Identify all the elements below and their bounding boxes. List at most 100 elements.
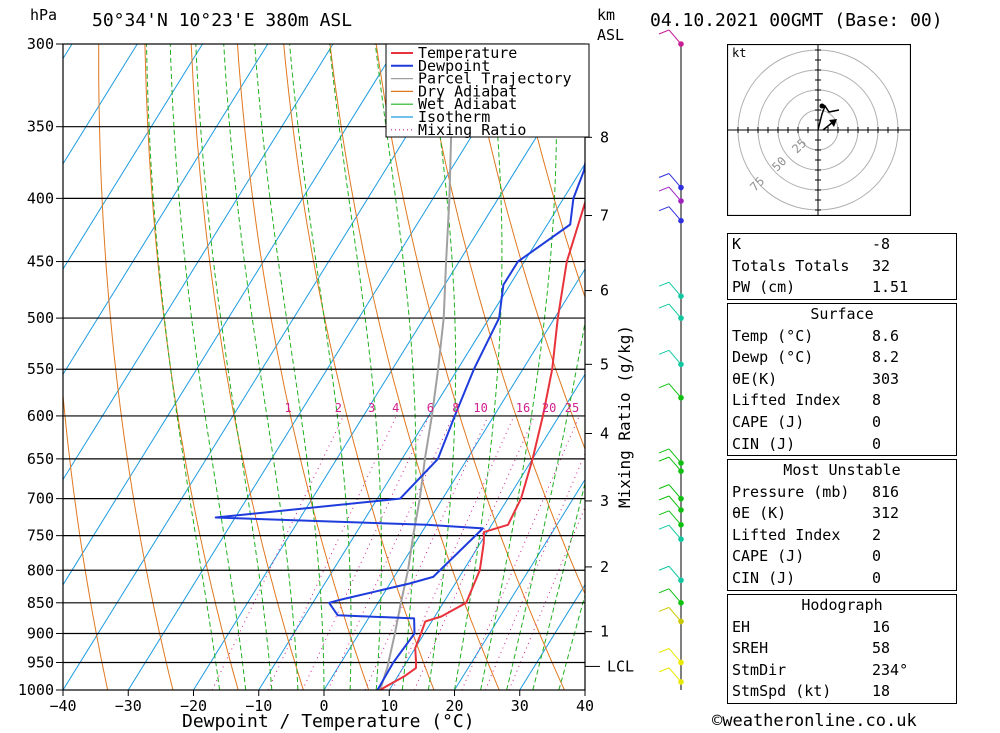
isotherm-line	[63, 44, 464, 690]
legend-label: Parcel Trajectory	[418, 70, 572, 88]
wind-barb-flag	[658, 606, 670, 612]
mixing-ratio-line	[327, 415, 454, 690]
wind-barb-flag	[658, 456, 670, 462]
wind-level-dot	[678, 460, 684, 466]
index-label: CAPE (J)	[732, 547, 805, 566]
mixing-ratio-label: 6	[427, 401, 434, 415]
index-value: 8.2	[872, 348, 900, 367]
wind-barb-staff	[668, 510, 682, 526]
x-tick-label: 30	[511, 697, 529, 715]
index-label: Lifted Index	[732, 525, 841, 544]
wind-barb-staff	[668, 303, 682, 319]
height-unit-label: km	[597, 6, 616, 24]
wind-barb-flag	[658, 383, 670, 389]
mixing-ratio-line	[508, 506, 585, 690]
x-tick-label: −20	[180, 697, 207, 715]
km-tick-label: 2	[600, 558, 609, 576]
index-label: StmSpd (kt)	[732, 682, 832, 701]
index-row-surface-5: CIN (J) 0	[728, 434, 956, 456]
index-label: PW (cm)	[732, 278, 796, 297]
wind-barb-flag	[658, 484, 670, 490]
legend-label: Wet Adiabat	[418, 95, 517, 113]
mixing-ratio-line	[484, 452, 585, 690]
pressure-tick-label: 800	[27, 561, 54, 579]
hodograph-trace	[817, 104, 840, 131]
legend-label: Isotherm	[418, 108, 490, 126]
legend-label: Temperature	[418, 44, 517, 62]
index-row-hodo-1: SREH 58	[728, 638, 956, 660]
wind-barb-staff	[668, 281, 682, 297]
index-label: CAPE (J)	[732, 412, 805, 431]
index-panel-hodograph: Hodograph EH 16 SREH 58 StmDir 234° StmSpd (kt)…	[727, 594, 957, 704]
wind-barb-staff	[668, 186, 682, 202]
temperature-series-line	[379, 199, 585, 690]
wind-barb-staff	[668, 495, 682, 511]
index-row-hodo-2: StmDir 234°	[728, 660, 956, 682]
wind-level-dot	[678, 293, 684, 299]
index-panel-top: K -8 Totals Totals 32 PW (cm) 1.51	[727, 233, 957, 300]
index-section-title: Surface	[810, 305, 874, 323]
legend-label: Mixing Ratio	[418, 121, 526, 139]
isotherm-line	[193, 57, 585, 690]
pressure-tick-label: 400	[27, 189, 54, 207]
index-label: Pressure (mb)	[732, 482, 850, 501]
mixing-ratio-label: 20	[542, 401, 556, 415]
x-tick-label: −40	[49, 697, 76, 715]
index-row-mu-1: θE (K) 312	[728, 503, 956, 525]
dry-adiabat-line	[190, 44, 304, 690]
index-value: 8.6	[872, 326, 900, 345]
wet-adiabat-line	[289, 44, 352, 690]
wet-adiabat-line	[146, 44, 221, 690]
pressure-tick-label: 550	[27, 360, 54, 378]
index-row-surface-0: Temp (°C) 8.6	[728, 326, 956, 348]
x-tick-label: −30	[115, 697, 142, 715]
storm-motion-arrow	[822, 121, 834, 131]
isotherm-line	[63, 44, 334, 481]
isotherm-line	[127, 44, 530, 690]
index-label: K	[732, 235, 742, 253]
pressure-tick-label: 900	[27, 624, 54, 642]
index-value: 0	[872, 434, 882, 453]
mixing-ratio-label: 1	[284, 401, 291, 415]
wind-barb-flag	[658, 29, 670, 35]
dry-adiabat-line	[421, 44, 585, 595]
index-label: Totals Totals	[732, 256, 850, 275]
wind-level-dot	[678, 679, 684, 685]
index-label: θE (K)	[732, 504, 787, 523]
wind-barb-flag	[658, 667, 670, 673]
wet-adiabat-line	[532, 481, 585, 690]
wind-barb-flag	[658, 173, 670, 178]
wind-barb-flag	[658, 648, 670, 653]
km-tick-label: 1	[600, 623, 609, 641]
index-value: 0	[872, 412, 882, 431]
wind-level-dot	[678, 577, 684, 584]
legend-box	[385, 43, 590, 138]
wind-level-dot	[678, 659, 684, 666]
wind-barb-staff	[668, 350, 682, 365]
index-value: 303	[872, 369, 900, 388]
pressure-unit-label: hPa	[30, 6, 58, 24]
wind-barb-staff	[668, 607, 682, 622]
x-axis-label: Dewpoint / Temperature (°C)	[182, 711, 475, 732]
index-label: EH	[732, 617, 751, 636]
index-label: θE(K)	[732, 369, 778, 388]
index-value: 32	[872, 256, 891, 275]
mixing-ratio-label: 16	[516, 401, 530, 415]
pressure-tick-label: 300	[27, 35, 54, 53]
index-label: CIN (J)	[732, 568, 796, 587]
pressure-tick-label: 750	[27, 527, 54, 545]
wind-level-dot	[678, 599, 684, 606]
index-label: Lifted Index	[732, 391, 841, 410]
wind-barb-flag	[658, 303, 670, 309]
isotherm-line	[0, 44, 7, 690]
wind-barb-flag	[658, 510, 670, 516]
wind-level-dot	[678, 536, 684, 543]
index-row-top-2: PW (cm) 1.51	[728, 277, 956, 299]
km-tick-label: 6	[600, 282, 609, 300]
index-value: -8	[872, 235, 891, 253]
legend-label: Dry Adiabat	[418, 82, 517, 100]
plot-frame	[62, 43, 586, 691]
x-tick-label: 20	[445, 697, 463, 715]
